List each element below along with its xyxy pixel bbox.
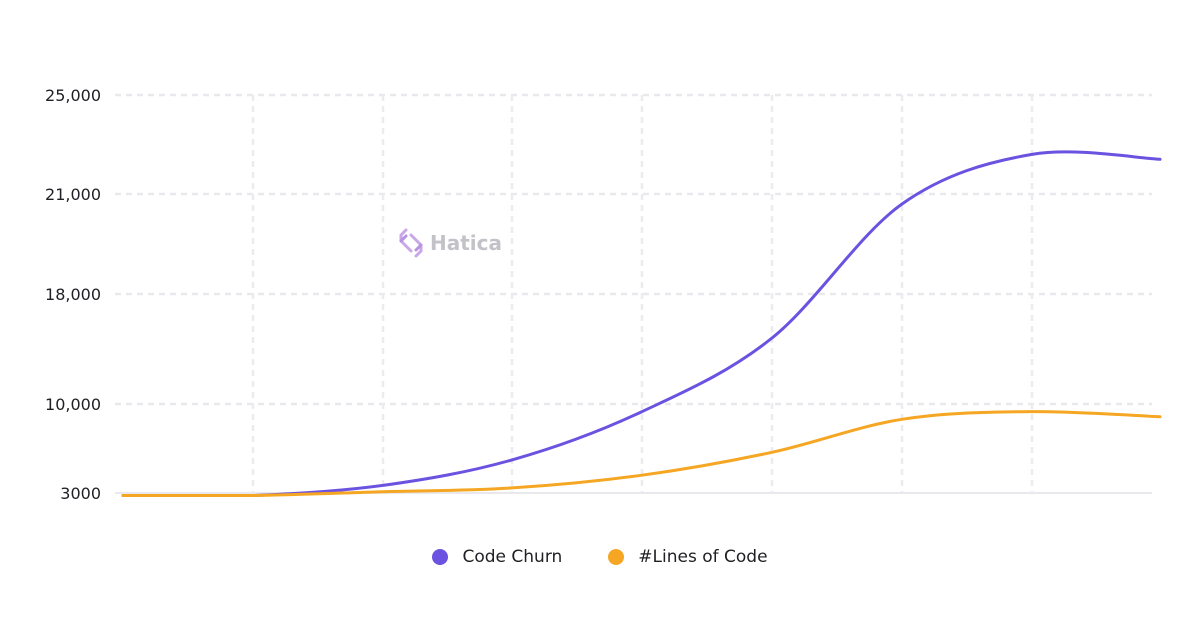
- series-line-code-churn: [121, 150, 1162, 498]
- legend-dot-lines-of-code: [608, 549, 625, 565]
- series-line-lines-of-code: [121, 410, 1162, 498]
- hatica-watermark: Hatica: [398, 228, 502, 258]
- y-axis-ticks: 3000 10,000 18,000 21,000 25,000: [45, 86, 101, 503]
- y-tick-label: 25,000: [45, 86, 101, 105]
- grid: [115, 93, 1152, 494]
- hatica-logo-icon: [399, 228, 423, 258]
- legend-item-code-churn: Code Churn: [432, 547, 562, 567]
- legend-label-code-churn: Code Churn: [462, 547, 563, 567]
- legend-item-lines-of-code: #Lines of Code: [608, 547, 768, 567]
- y-tick-label: 3000: [60, 484, 101, 503]
- y-tick-label: 18,000: [45, 285, 101, 304]
- watermark-text: Hatica: [430, 231, 503, 255]
- series-lines: [121, 150, 1162, 498]
- legend: Code Churn #Lines of Code: [0, 547, 1200, 567]
- y-tick-label: 21,000: [45, 185, 101, 204]
- legend-label-lines-of-code: #Lines of Code: [638, 547, 768, 567]
- y-tick-label: 10,000: [45, 395, 101, 414]
- legend-dot-code-churn: [432, 549, 449, 565]
